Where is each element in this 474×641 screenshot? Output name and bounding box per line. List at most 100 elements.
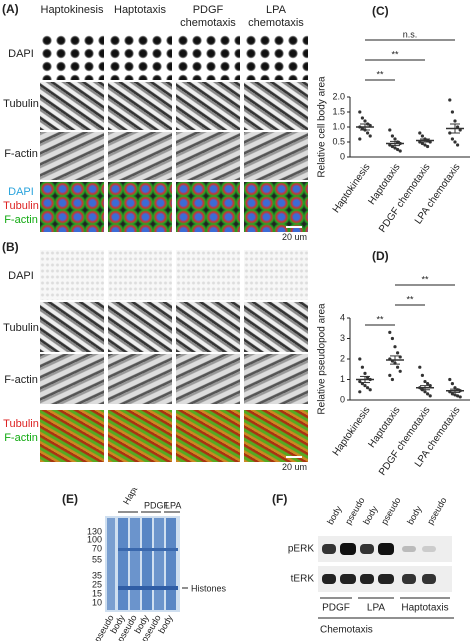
data-point bbox=[448, 377, 452, 382]
data-point bbox=[396, 147, 400, 152]
micrograph bbox=[176, 302, 240, 352]
marker-label: 15 bbox=[92, 588, 102, 598]
data-point bbox=[398, 149, 402, 153]
column-header: Haptotaxis bbox=[114, 4, 166, 16]
micrograph bbox=[108, 250, 172, 300]
scale-bar bbox=[286, 456, 302, 458]
column-header: LPA chemotaxis bbox=[248, 4, 304, 29]
data-point bbox=[448, 98, 452, 102]
micrograph bbox=[176, 82, 240, 130]
micrograph bbox=[108, 354, 172, 404]
group-label: LPA bbox=[367, 603, 385, 614]
column-header: Haptokinesis bbox=[40, 4, 104, 16]
marker-label: 130 bbox=[87, 526, 102, 536]
significance-label: ** bbox=[391, 49, 399, 59]
data-point bbox=[453, 393, 457, 397]
data-point bbox=[388, 373, 392, 377]
row-label: Tubulin bbox=[3, 322, 39, 334]
gel: Haptotaxis PDGF LPA 130 100 70 55 35 25 … bbox=[87, 488, 227, 641]
data-point bbox=[393, 146, 397, 150]
data-point bbox=[450, 382, 454, 386]
data-point bbox=[358, 137, 362, 141]
micrograph bbox=[40, 302, 104, 352]
marker-label: 25 bbox=[92, 579, 102, 589]
data-point bbox=[423, 390, 427, 394]
data-point bbox=[420, 134, 424, 138]
lane-label: body bbox=[325, 504, 344, 526]
y-tick-label: 0 bbox=[340, 394, 345, 404]
data-point bbox=[358, 390, 362, 394]
data-point bbox=[390, 336, 394, 341]
data-point bbox=[453, 386, 457, 390]
micrograph bbox=[244, 34, 308, 80]
data-point bbox=[453, 140, 457, 144]
panel-label: (A) bbox=[2, 2, 19, 16]
micrograph bbox=[108, 302, 172, 352]
panel-label: (C) bbox=[372, 4, 389, 18]
data-point bbox=[368, 388, 372, 392]
data-point bbox=[456, 143, 460, 147]
micrograph bbox=[244, 410, 308, 462]
data-point bbox=[398, 369, 402, 373]
group-label: LPA bbox=[165, 500, 181, 510]
data-point bbox=[363, 371, 367, 375]
row-label: pERK bbox=[288, 544, 314, 555]
row-label: tERK bbox=[291, 574, 315, 585]
panel-label: (F) bbox=[272, 492, 288, 506]
data-point bbox=[428, 394, 432, 398]
y-axis-title: Relative cell body area bbox=[317, 76, 328, 178]
significance-label: ** bbox=[421, 274, 429, 284]
data-point bbox=[423, 379, 427, 384]
y-tick-label: 1.5 bbox=[332, 106, 345, 116]
data-point bbox=[388, 330, 392, 334]
group-label: PDGF bbox=[144, 500, 170, 510]
data-point bbox=[358, 110, 362, 114]
group-label: Haptotaxis bbox=[401, 603, 448, 614]
micrograph bbox=[244, 250, 308, 300]
data-point bbox=[420, 141, 424, 146]
y-axis-title: Relative pseudopod area bbox=[317, 303, 328, 415]
data-point bbox=[360, 116, 364, 120]
row-label: F-actin bbox=[4, 148, 38, 160]
data-point bbox=[363, 119, 367, 123]
x-tick-label: Haptokinesis bbox=[331, 162, 373, 215]
micrograph bbox=[108, 410, 172, 462]
micrograph bbox=[176, 410, 240, 462]
row-label: Tubulin bbox=[3, 200, 39, 212]
western-blot: body pseudo body pseudo body pseudo pERK… bbox=[288, 496, 454, 636]
data-point bbox=[450, 137, 454, 141]
micrograph bbox=[108, 82, 172, 130]
lane-label: body bbox=[361, 504, 380, 526]
data-point bbox=[358, 357, 362, 361]
data-point bbox=[418, 131, 422, 135]
data-point bbox=[428, 384, 432, 388]
data-point bbox=[393, 345, 397, 349]
significance-label: ** bbox=[406, 294, 414, 304]
data-point bbox=[448, 131, 452, 135]
data-point bbox=[368, 134, 372, 138]
data-point bbox=[388, 128, 392, 132]
row-label: F-actin bbox=[4, 432, 38, 444]
micrograph bbox=[40, 182, 104, 232]
marker-label: 100 bbox=[87, 534, 102, 544]
significance-label: ** bbox=[376, 314, 384, 324]
lane-label: pseudo bbox=[425, 496, 448, 527]
micrograph bbox=[108, 34, 172, 80]
significance-label: n.s. bbox=[403, 29, 418, 39]
gel-lanes bbox=[107, 518, 178, 610]
marker-label: 70 bbox=[92, 543, 102, 553]
panel-label: (D) bbox=[372, 249, 389, 263]
data-point bbox=[450, 392, 454, 396]
micrograph bbox=[40, 132, 104, 180]
row-label: Tubulin bbox=[3, 98, 39, 110]
row-label: Tubulin bbox=[3, 418, 39, 430]
row-label: F-actin bbox=[4, 374, 38, 386]
y-tick-label: 4 bbox=[340, 312, 345, 322]
data-point bbox=[456, 394, 460, 398]
data-point bbox=[393, 137, 397, 141]
micrograph bbox=[108, 132, 172, 180]
data-point bbox=[458, 395, 462, 399]
y-tick-label: 0 bbox=[340, 151, 345, 161]
micrograph bbox=[40, 410, 104, 462]
micrograph bbox=[40, 82, 104, 130]
